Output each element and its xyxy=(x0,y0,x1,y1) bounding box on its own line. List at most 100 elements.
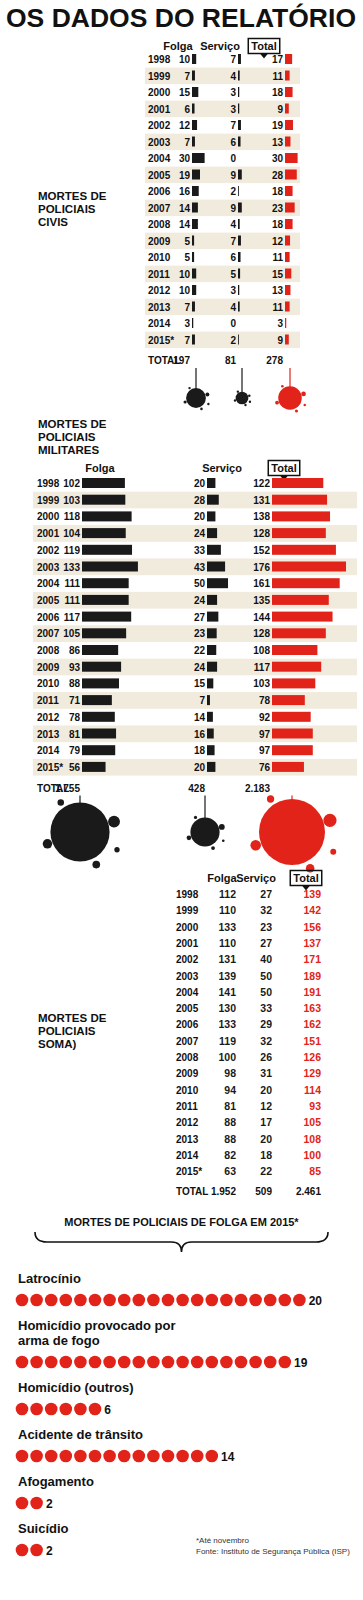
category-label: 2008 xyxy=(148,219,171,230)
row-stripe xyxy=(145,134,300,151)
dot xyxy=(118,1356,131,1369)
data-label: 128 xyxy=(253,528,270,539)
dot xyxy=(249,1294,262,1307)
data-label: 7 xyxy=(230,120,236,131)
dot xyxy=(30,1497,43,1510)
category-label: 2012 xyxy=(148,285,171,296)
table-cell: 22 xyxy=(260,1165,272,1177)
category-label: 2011 xyxy=(148,269,170,280)
dots xyxy=(16,1294,306,1557)
table-cell: 12 xyxy=(260,1100,272,1112)
category-label: 2002 xyxy=(176,954,199,965)
data-label: 131 xyxy=(253,495,270,506)
text-line: POLICIAIS xyxy=(38,431,96,443)
bar xyxy=(207,528,217,538)
bar xyxy=(192,252,194,262)
data-label: 7 xyxy=(184,71,190,82)
dot xyxy=(16,1294,29,1307)
data-label: 23 xyxy=(194,628,206,639)
table-cell: 81 xyxy=(224,1100,236,1112)
splat-drop xyxy=(43,839,52,848)
total-value: 509 xyxy=(255,1186,272,1197)
bar xyxy=(285,54,292,64)
table-cell: 105 xyxy=(303,1116,321,1128)
dot xyxy=(220,1356,233,1369)
text-line: Acidente de trânsito xyxy=(18,1427,143,1442)
category-label: 2013 xyxy=(176,1134,199,1145)
bar xyxy=(285,219,293,229)
text-line: MORTES DE xyxy=(38,418,107,430)
category-label: 2001 xyxy=(37,528,60,539)
category-label: 1998 xyxy=(37,478,60,489)
data-label: 16 xyxy=(194,729,206,740)
bar xyxy=(238,170,242,180)
header-box xyxy=(248,39,279,54)
data-label: 6 xyxy=(104,1403,111,1417)
dot xyxy=(60,1356,73,1369)
text-line: arma de fogo xyxy=(18,1333,100,1348)
data-label: 103 xyxy=(253,678,270,689)
dot xyxy=(45,1403,58,1416)
dot xyxy=(16,1356,29,1369)
bar xyxy=(82,645,118,655)
data-label: 4 xyxy=(230,219,236,230)
dot xyxy=(74,1403,87,1416)
column-header: Serviço xyxy=(202,462,242,474)
total-value: 428 xyxy=(188,783,205,794)
dot xyxy=(162,1450,175,1463)
table-cell: 23 xyxy=(260,921,272,933)
row-stripe xyxy=(33,492,357,509)
splat-drop xyxy=(330,849,336,855)
total-value: 2.461 xyxy=(296,1186,321,1197)
note: Fonte: Instituto de Segurança Pública (I… xyxy=(196,1547,350,1556)
splat-drop xyxy=(304,404,306,406)
category-label: 2009 xyxy=(148,236,171,247)
data-label: 56 xyxy=(69,762,81,773)
bar xyxy=(207,745,215,755)
dot xyxy=(133,1294,146,1307)
data-label: 161 xyxy=(253,578,270,589)
bar xyxy=(192,236,194,246)
total-value: 81 xyxy=(225,355,237,366)
bar xyxy=(285,71,290,81)
category-label: 2002 xyxy=(148,120,171,131)
table-cell: 27 xyxy=(260,937,272,949)
data-label: 3 xyxy=(230,104,236,115)
dot xyxy=(118,1294,131,1307)
splat xyxy=(50,802,109,861)
category-label: 2002 xyxy=(37,545,60,556)
table-cell: 108 xyxy=(303,1133,321,1145)
dot xyxy=(162,1294,175,1307)
category-label: 2005 xyxy=(148,170,171,181)
dot xyxy=(30,1294,43,1307)
bar xyxy=(272,562,346,572)
data-label: 78 xyxy=(259,695,271,706)
data-label: 5 xyxy=(184,252,190,263)
bar xyxy=(207,678,213,688)
data-label: 3 xyxy=(230,87,236,98)
row-stripe xyxy=(145,233,300,250)
category-label: 1999 xyxy=(148,71,171,82)
data-label: 43 xyxy=(194,562,206,573)
category-label: 2014 xyxy=(37,745,60,756)
row-stripe xyxy=(33,625,357,642)
row-stripe xyxy=(33,525,357,542)
data-label: 11 xyxy=(272,71,283,82)
total-value: 1.755 xyxy=(55,783,80,794)
text-line: MORTES DE xyxy=(38,190,107,202)
dot xyxy=(103,1450,116,1463)
bar xyxy=(82,495,125,505)
bar xyxy=(285,104,289,114)
table-cell: 130 xyxy=(218,1002,236,1014)
bar xyxy=(192,302,195,312)
data-label: 4 xyxy=(230,302,236,313)
drip xyxy=(241,368,242,394)
bar xyxy=(207,511,215,521)
table-cell: 85 xyxy=(309,1165,321,1177)
chart-title: MORTES DE POLICIAIS DE FOLGA EM 2015* xyxy=(64,1216,299,1228)
bar xyxy=(285,302,290,312)
bar xyxy=(192,54,196,64)
data-label: 135 xyxy=(253,595,270,606)
data-label: 111 xyxy=(64,578,80,589)
table-cell: 110 xyxy=(219,904,236,916)
